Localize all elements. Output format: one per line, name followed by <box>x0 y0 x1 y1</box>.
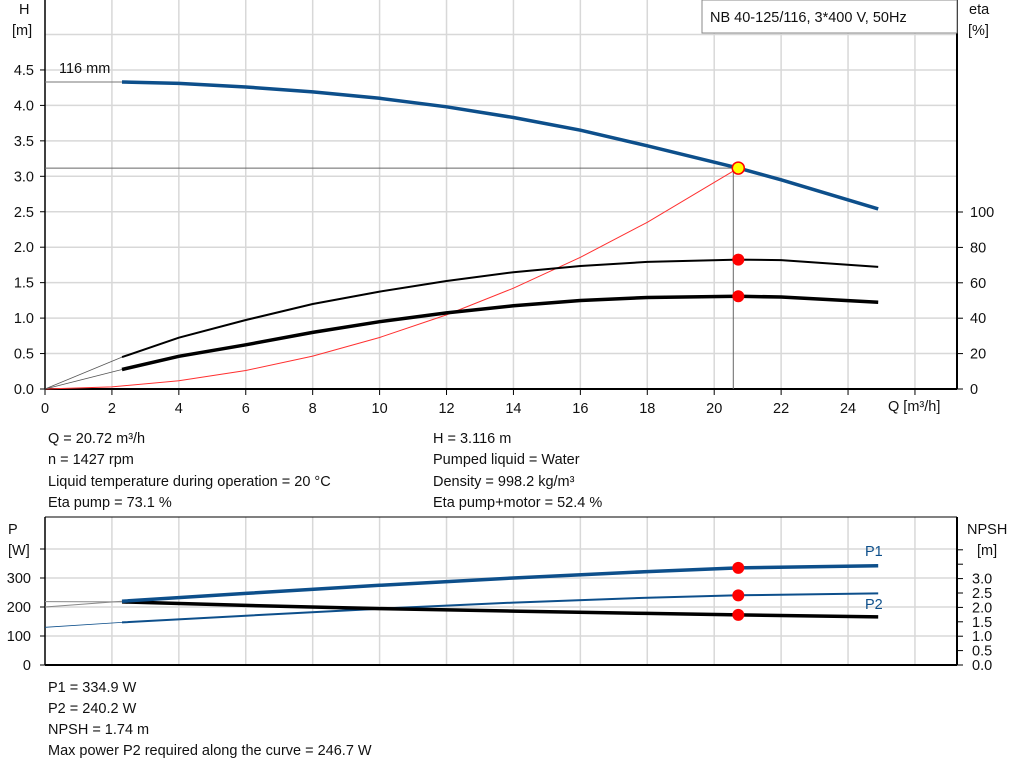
y2-tick-label: 0.0 <box>972 658 992 674</box>
y2-unit-npsh: [m] <box>977 543 997 559</box>
y2-tick-label: 60 <box>970 276 986 292</box>
x-tick-label: 10 <box>372 401 388 417</box>
y-label-h: H <box>19 2 29 18</box>
x-tick-label: 20 <box>706 401 722 417</box>
y2-label-eta: eta <box>969 2 990 18</box>
x-tick-label: 22 <box>773 401 789 417</box>
p1-marker <box>732 561 745 574</box>
system-curve <box>44 167 739 390</box>
info-eta-pump: Eta pump = 73.1 % <box>48 495 172 511</box>
x-tick-label: 24 <box>840 401 856 417</box>
y-tick-label: 0 <box>23 658 31 674</box>
info-h: H = 3.116 m <box>433 431 512 447</box>
info-temperature: Liquid temperature during operation = 20… <box>48 474 331 490</box>
series-label-p1: P1 <box>865 544 883 560</box>
y2-tick-label: 2.0 <box>972 600 992 616</box>
x-tick-label: 14 <box>505 401 521 417</box>
npsh-marker <box>732 608 745 621</box>
y-tick-label: 0.5 <box>14 347 34 363</box>
y-tick-label: 0.0 <box>14 382 34 398</box>
y-unit-p: [W] <box>8 543 30 559</box>
chart-title: NB 40-125/116, 3*400 V, 50Hz <box>710 10 907 26</box>
y-tick-label: 2.5 <box>14 205 34 221</box>
y2-tick-label: 20 <box>970 347 986 363</box>
y2-tick-label: 1.0 <box>972 629 992 645</box>
operating-point-marker <box>731 161 746 175</box>
x-tick-label: 18 <box>639 401 655 417</box>
eta-pump-curve <box>121 258 879 359</box>
y2-tick-label: 100 <box>970 205 994 221</box>
power-npsh-chart: 0 100 200 300 0.00.51.01.52.02.53.0 <box>7 516 992 674</box>
y2-label-npsh: NPSH <box>967 522 1007 538</box>
info-liquid: Pumped liquid = Water <box>433 452 580 468</box>
p2-extension <box>44 621 122 628</box>
info-q: Q = 20.72 m³/h <box>48 431 146 447</box>
y-tick-label: 1.0 <box>14 311 34 327</box>
y2-tick-label: 1.5 <box>972 615 992 631</box>
y-tick-label: 200 <box>7 600 31 616</box>
x-label-q: Q [m³/h] <box>888 399 940 415</box>
info-p1: P1 = 334.9 W <box>48 680 137 696</box>
y2-tick-label: 40 <box>970 311 986 327</box>
eta-pump-marker <box>732 253 745 266</box>
x-tick-label: 16 <box>572 401 588 417</box>
p2-marker <box>732 589 745 602</box>
eta-pump-motor-marker <box>732 290 745 303</box>
y2-tick-label: 2.5 <box>972 586 992 602</box>
head-efficiency-chart: 0 2 4 6 8 10 12 14 16 18 20 22 240.00.51.01.52.02.53… <box>14 0 994 417</box>
y2-tick-label: 3.0 <box>972 572 992 588</box>
y-tick-label: 3.0 <box>14 169 34 185</box>
series-label-p2: P2 <box>865 597 883 613</box>
y-tick-label: 2.0 <box>14 240 34 256</box>
x-tick-label: 12 <box>438 401 454 417</box>
eta-pump-motor-curve <box>121 294 879 372</box>
info-speed: n = 1427 rpm <box>48 452 134 468</box>
x-tick-label: 0 <box>41 401 49 417</box>
head-curve <box>121 80 879 211</box>
legend-box <box>701 0 958 34</box>
eta-pump-extension <box>44 356 123 390</box>
y2-tick-label: 0 <box>970 382 978 398</box>
y2-tick-label: 0.5 <box>972 644 992 660</box>
x-tick-label: 8 <box>309 401 317 417</box>
info-npsh: NPSH = 1.74 m <box>48 722 150 738</box>
y-tick-label: 300 <box>7 571 31 587</box>
y-tick-label: 4.0 <box>14 98 34 114</box>
info-density: Density = 998.2 kg/m³ <box>433 474 575 490</box>
y2-unit-eta: [%] <box>968 23 989 39</box>
info-eta-pump-motor: Eta pump+motor = 52.4 % <box>433 495 603 511</box>
x-tick-label: 6 <box>242 401 250 417</box>
y-label-p: P <box>8 522 18 538</box>
y-tick-label: 1.5 <box>14 276 34 292</box>
y-unit-h: [m] <box>12 23 32 39</box>
info-p2: P2 = 240.2 W <box>48 701 137 717</box>
curve-label-116mm: 116 mm <box>59 61 110 77</box>
p2-curve <box>121 592 879 624</box>
y-tick-label: 100 <box>7 629 31 645</box>
y2-tick-label: 80 <box>970 240 986 256</box>
y-tick-label: 3.5 <box>14 134 34 150</box>
info-max-p2: Max power P2 required along the curve = … <box>48 743 372 759</box>
eta-pump-motor-extension <box>44 369 123 390</box>
x-tick-label: 4 <box>175 401 183 417</box>
y-tick-label: 4.5 <box>14 63 34 79</box>
x-tick-label: 2 <box>108 401 116 417</box>
